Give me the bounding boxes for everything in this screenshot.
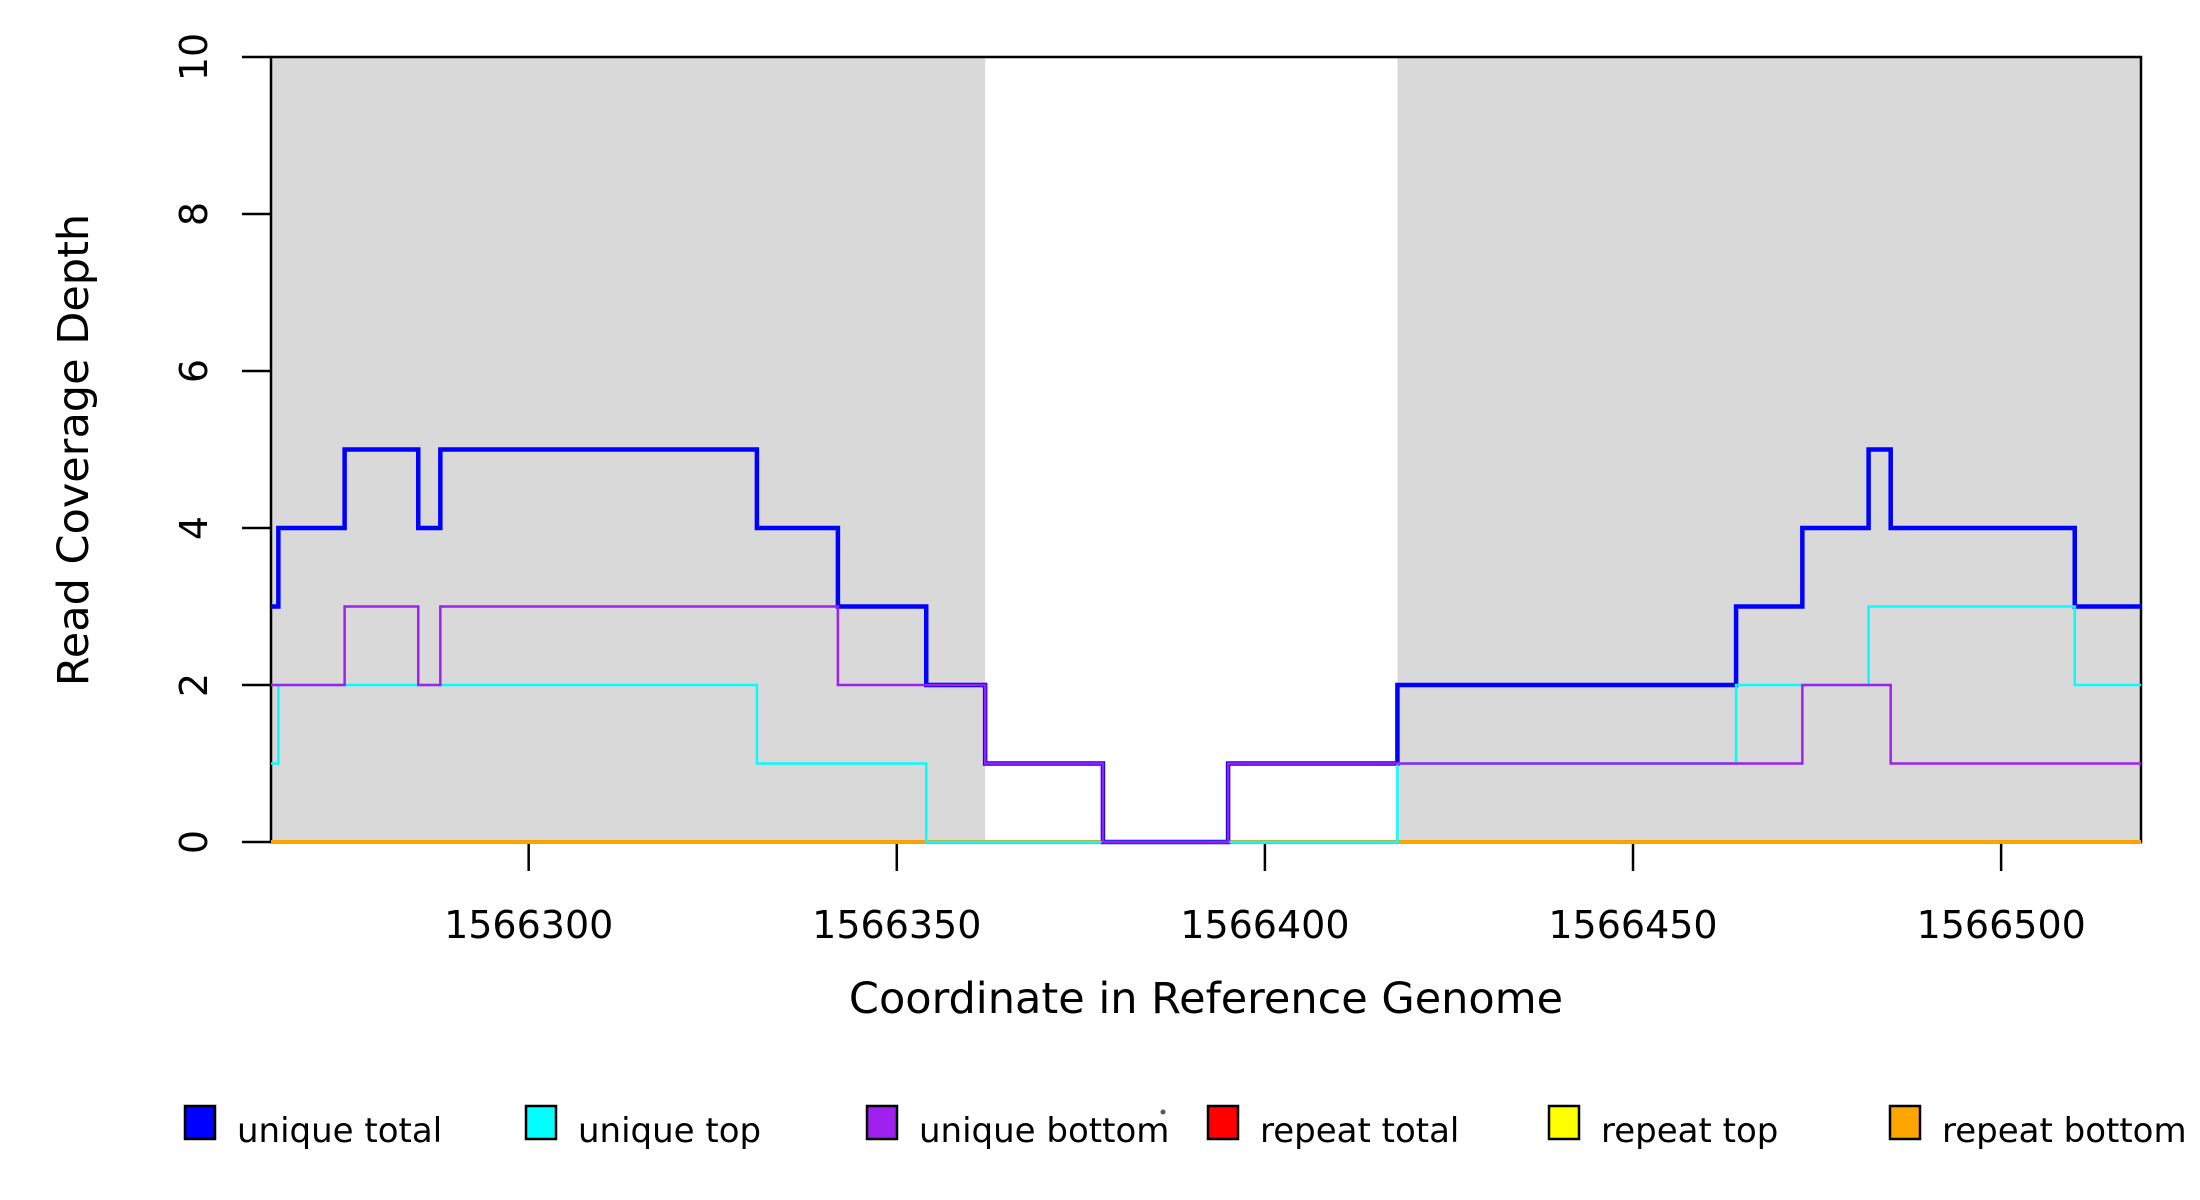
shaded-regions-layer bbox=[271, 57, 2141, 842]
series-lines-layer bbox=[271, 447, 2141, 845]
legend-label-repeat-total: repeat total bbox=[1260, 1111, 1459, 1151]
legend: unique total unique top unique bottom re… bbox=[183, 1104, 2187, 1151]
x-tick-label: 1566400 bbox=[1180, 903, 1349, 947]
x-tick-label: 1566300 bbox=[444, 903, 613, 947]
x-tick-label: 1566350 bbox=[812, 903, 981, 947]
y-tick-label: 8 bbox=[172, 202, 216, 226]
x-axis-title: Coordinate in Reference Genome bbox=[849, 974, 1563, 1024]
legend-label-repeat-bottom: repeat bottom bbox=[1942, 1111, 2187, 1151]
legend-swatch-repeat-top bbox=[1547, 1104, 1581, 1141]
series-line-unique-top bbox=[271, 605, 2141, 844]
legend-swatch-unique-total bbox=[183, 1104, 217, 1141]
axis-ticks-layer bbox=[242, 55, 2003, 871]
y-tick-label: 2 bbox=[172, 673, 216, 697]
legend-label-unique-top: unique top bbox=[578, 1111, 761, 1151]
y-tick-label: 10 bbox=[172, 33, 216, 81]
series-line-unique-bottom bbox=[271, 605, 2141, 844]
x-tick-label: 1566450 bbox=[1548, 903, 1717, 947]
y-tick-label: 6 bbox=[172, 359, 216, 383]
legend-label-unique-bottom: unique bottom bbox=[919, 1111, 1169, 1151]
y-tick-label: 0 bbox=[172, 830, 216, 854]
y-axis-title: Read Coverage Depth bbox=[49, 214, 99, 686]
legend-swatch-repeat-total bbox=[1206, 1104, 1240, 1141]
stray-mark bbox=[1160, 1109, 1166, 1115]
legend-swatch-repeat-bottom bbox=[1888, 1104, 1922, 1141]
legend-swatch-unique-bottom bbox=[865, 1104, 899, 1141]
legend-swatch-unique-top bbox=[524, 1104, 558, 1141]
legend-label-repeat-top: repeat top bbox=[1601, 1111, 1778, 1151]
x-tick-label: 1566500 bbox=[1917, 903, 2086, 947]
y-tick-label: 4 bbox=[172, 516, 216, 540]
legend-label-unique-total: unique total bbox=[237, 1111, 442, 1151]
unique-region-right bbox=[1397, 57, 2141, 842]
